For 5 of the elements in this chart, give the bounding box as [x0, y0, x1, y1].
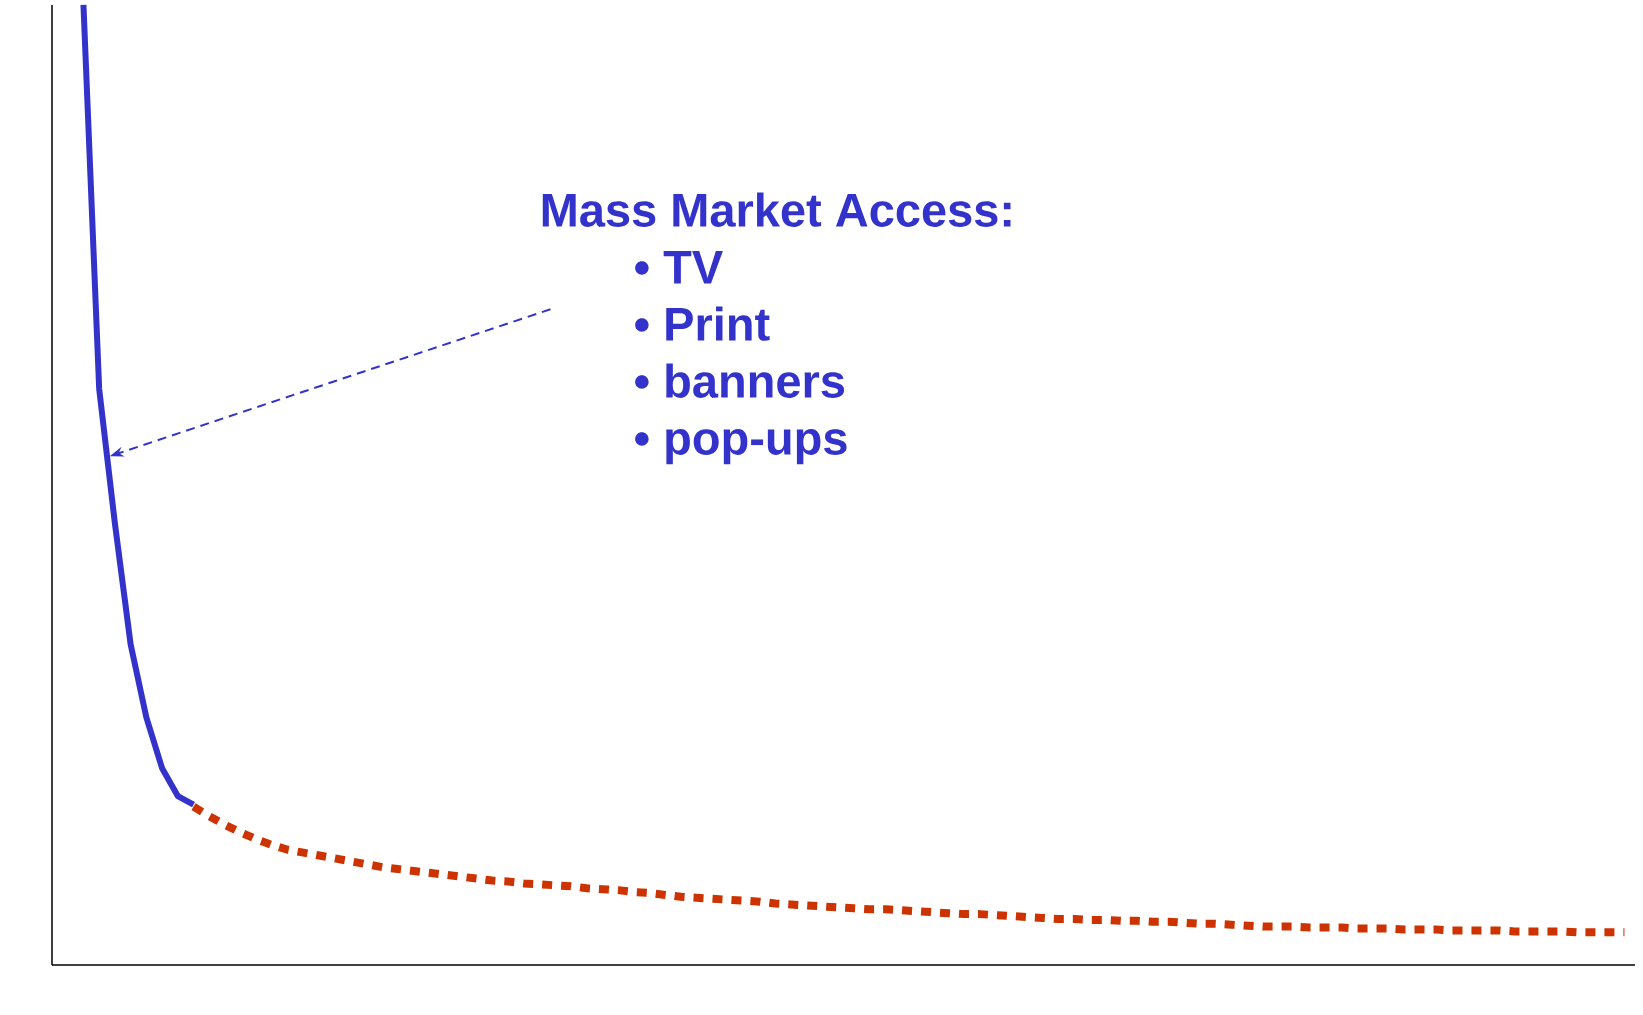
- annotation: Mass Market Access:: [542, 192, 1011, 227]
- annotation: • banners: [635, 363, 845, 398]
- annotation: • Print: [635, 306, 770, 341]
- annotation: • TV: [635, 251, 723, 284]
- annotation: • pop-ups: [635, 429, 847, 465]
